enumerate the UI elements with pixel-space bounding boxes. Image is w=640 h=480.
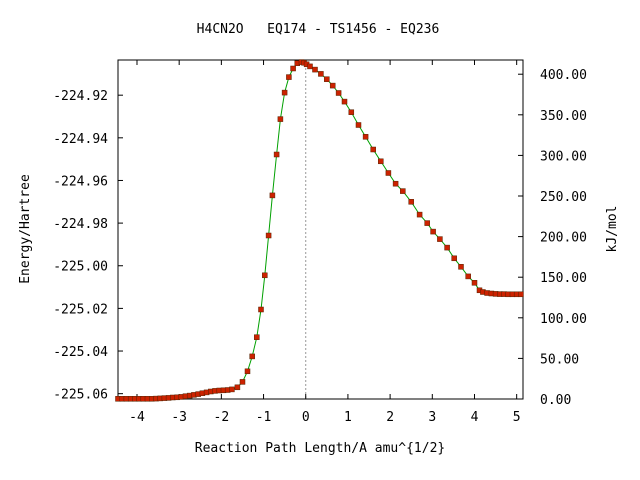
data-point bbox=[355, 122, 362, 128]
y2-tick-label: 50.00 bbox=[540, 352, 579, 367]
x-tick-label: -4 bbox=[129, 410, 145, 425]
data-point bbox=[258, 306, 264, 313]
data-point bbox=[385, 170, 392, 176]
data-point bbox=[281, 89, 288, 96]
data-point bbox=[229, 386, 235, 393]
y2-tick-label: 0.00 bbox=[540, 393, 571, 408]
data-point bbox=[458, 264, 464, 270]
y-tick-label: -225.04 bbox=[53, 345, 108, 360]
data-point bbox=[341, 98, 348, 105]
data-point bbox=[416, 211, 423, 218]
data-point bbox=[244, 368, 251, 375]
data-point bbox=[451, 255, 457, 262]
data-point bbox=[471, 280, 478, 286]
chart-title: H4CN2O EQ174 - TS1456 - EQ236 bbox=[197, 22, 440, 37]
data-point bbox=[239, 379, 246, 385]
x-tick-label: 1 bbox=[344, 410, 352, 425]
data-point bbox=[430, 228, 436, 235]
data-point bbox=[518, 291, 524, 298]
y-tick-label: -224.98 bbox=[53, 217, 108, 232]
x-tick-label: 0 bbox=[302, 410, 310, 425]
y-tick-label: -224.96 bbox=[53, 174, 108, 189]
energy-profile-points bbox=[115, 59, 524, 402]
data-point bbox=[400, 188, 406, 194]
x-tick-label: 3 bbox=[428, 410, 436, 425]
data-point bbox=[290, 65, 296, 72]
data-point bbox=[329, 82, 336, 89]
data-point bbox=[370, 146, 376, 153]
y-tick-label: -224.92 bbox=[53, 89, 108, 104]
energy-profile-line bbox=[118, 61, 521, 400]
y-axis-label: Energy/Hartree bbox=[18, 174, 33, 284]
y-axis-right: 0.00 50.00 100.00 150.00 200.00 250.00 300.00 3… bbox=[518, 68, 587, 408]
x-axis-label: Reaction Path Length/A amu^{1/2} bbox=[195, 441, 445, 456]
y2-tick-label: 350.00 bbox=[540, 109, 587, 124]
data-point bbox=[262, 272, 268, 279]
data-point bbox=[265, 232, 272, 239]
data-point bbox=[424, 220, 430, 226]
y-tick-label: -225.06 bbox=[53, 388, 108, 403]
x-tick-label: -2 bbox=[214, 410, 230, 425]
data-point bbox=[335, 90, 342, 96]
data-point bbox=[408, 199, 414, 205]
x-tick-label: -1 bbox=[256, 410, 272, 425]
y-tick-label: -225.00 bbox=[53, 260, 108, 275]
data-point bbox=[249, 353, 255, 360]
data-point bbox=[286, 74, 292, 80]
data-point bbox=[318, 71, 324, 77]
y2-axis-label: kJ/mol bbox=[605, 206, 620, 253]
data-point bbox=[234, 384, 241, 391]
data-point bbox=[348, 109, 355, 115]
x-tick-label: 5 bbox=[513, 410, 521, 425]
data-point bbox=[307, 63, 313, 70]
data-point bbox=[392, 180, 399, 187]
data-point bbox=[378, 158, 384, 165]
data-point bbox=[277, 116, 284, 122]
y2-tick-label: 100.00 bbox=[540, 312, 587, 327]
y2-tick-label: 400.00 bbox=[540, 68, 587, 83]
plot-frame bbox=[117, 59, 524, 400]
y2-tick-label: 250.00 bbox=[540, 190, 587, 205]
y2-tick-label: 200.00 bbox=[540, 231, 587, 246]
x-tick-label: 4 bbox=[471, 410, 479, 425]
x-tick-label: -3 bbox=[171, 410, 187, 425]
data-point bbox=[465, 273, 471, 280]
data-point bbox=[437, 236, 443, 242]
y-axis-left: -224.92 -224.94 -224.96 -224.98 -225.00 -225.… bbox=[53, 89, 123, 403]
data-point bbox=[444, 244, 450, 251]
data-point bbox=[269, 192, 276, 199]
x-tick-label: 2 bbox=[386, 410, 394, 425]
y-tick-label: -225.02 bbox=[53, 302, 108, 317]
data-point bbox=[273, 151, 280, 158]
data-point bbox=[312, 66, 318, 73]
x-axis: -4 -3 -2 -1 0 1 2 3 4 5 bbox=[129, 60, 521, 425]
data-point bbox=[324, 76, 330, 82]
data-point bbox=[362, 134, 369, 140]
y2-tick-label: 150.00 bbox=[540, 271, 587, 286]
data-point bbox=[254, 334, 260, 340]
y-tick-label: -224.94 bbox=[53, 132, 108, 147]
y2-tick-label: 300.00 bbox=[540, 149, 587, 164]
